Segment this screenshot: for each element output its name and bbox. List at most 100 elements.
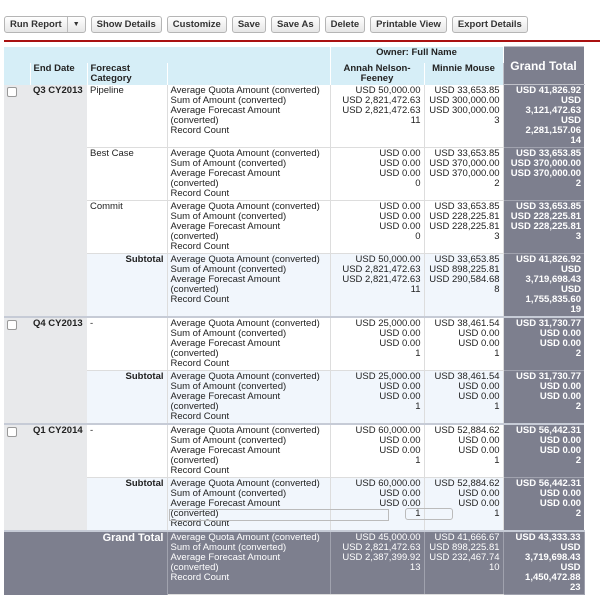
grand-total-values: USD 41,826.92 USD 3,121,472.63 USD 2,281,1… <box>503 84 585 148</box>
cell-value: USD 0.00 <box>539 498 582 509</box>
end-date-cell <box>30 200 87 254</box>
cell-value: USD 2,821,472.63 <box>342 274 421 285</box>
show-details-button[interactable]: Show Details <box>90 16 162 33</box>
row-checkbox-cell <box>4 84 30 148</box>
cell-value: USD 60,000.00 <box>355 478 421 489</box>
table-row: Q4 CY2013- Average Quota Amount (converte… <box>4 317 585 371</box>
bottom-button[interactable] <box>405 508 453 520</box>
minnie-values: USD 41,666.67 USD 898,225.81 USD 232,467.7… <box>424 531 504 595</box>
cell-value: USD 0.00 <box>458 391 500 402</box>
run-report-button[interactable]: Run Report ▼ <box>4 16 86 33</box>
cell-value: USD 33,653.85 <box>434 148 500 159</box>
row-checkbox-cell <box>4 424 30 478</box>
cell-value: USD 0.00 <box>539 338 582 349</box>
cell-value: Record Count <box>170 124 230 136</box>
cell-value: USD 898,225.81 <box>429 264 500 275</box>
annah-values: USD 50,000.00 USD 2,821,472.63 USD 2,821,4… <box>330 253 425 318</box>
cell-value: Record Count <box>170 465 230 476</box>
delete-button[interactable]: Delete <box>324 16 366 33</box>
cell-value: USD 0.00 <box>379 168 421 179</box>
cell-value: USD 50,000.00 <box>355 84 421 96</box>
cell-value: 2 <box>575 348 582 359</box>
cell-value: Average Quota Amount (converted) <box>170 425 320 436</box>
cell-value: USD 3,719,698.43 <box>525 264 582 285</box>
customize-button[interactable]: Customize <box>166 16 227 33</box>
cell-value: USD 2,821,472.63 <box>342 542 421 553</box>
end-date-cell <box>30 370 87 425</box>
cell-value: Average Forecast Amount (converted) <box>170 104 281 126</box>
cell-value: Average Quota Amount (converted) <box>170 148 320 159</box>
cell-value: USD 228,225.81 <box>429 211 500 222</box>
row-checkbox[interactable] <box>7 86 17 97</box>
forecast-category-cell: Pipeline <box>87 84 167 148</box>
row-checkbox[interactable] <box>7 427 17 437</box>
export-details-button[interactable]: Export Details <box>451 16 528 33</box>
subtotal-row: Subtotal Average Quota Amount (converted)… <box>4 253 585 318</box>
cell-value: USD 0.00 <box>539 328 582 339</box>
cell-value: USD 33,653.85 <box>516 148 582 159</box>
cell-value: 1 <box>494 401 500 412</box>
cell-value: Record Count <box>170 241 230 252</box>
cell-value: USD 33,653.85 <box>516 201 582 212</box>
cell-value: USD 38,461.54 <box>434 371 500 382</box>
cell-value: Average Forecast Amount (converted) <box>170 221 281 242</box>
subtotal-label: Subtotal <box>87 253 167 318</box>
cell-value: Record Count <box>170 294 230 305</box>
cell-value: USD 0.00 <box>379 328 421 339</box>
grand-total-values: USD 41,826.92 USD 3,719,698.43 USD 1,755,8… <box>503 253 585 318</box>
cell-value: 0 <box>415 231 421 242</box>
cell-value: USD 0.00 <box>379 391 421 402</box>
owner-minnie-header[interactable]: Minnie Mouse <box>424 62 504 85</box>
checkbox-header <box>4 62 31 85</box>
cell-value: Average Quota Amount (converted) <box>170 478 320 489</box>
cell-value: USD 0.00 <box>379 488 421 499</box>
printable-view-button[interactable]: Printable View <box>370 16 447 33</box>
cell-value: USD 898,225.81 <box>429 542 500 553</box>
cell-value: Average Forecast Amount (converted) <box>170 552 281 573</box>
report-toolbar: Run Report ▼ Show Details Customize Save … <box>4 16 528 33</box>
end-date-cell: Q1 CY2014 <box>30 424 87 478</box>
owner-annah-header[interactable]: Annah Nelson-Feeney <box>330 62 425 85</box>
save-as-button[interactable]: Save As <box>271 16 320 33</box>
cell-value: USD 0.00 <box>379 211 421 222</box>
grand-total-row: Grand Total Average Quota Amount (convert… <box>4 531 585 595</box>
cell-value: 23 <box>569 582 581 593</box>
bottom-input[interactable] <box>169 509 389 521</box>
end-date-header[interactable]: End Date <box>30 62 88 85</box>
cell-value: 3 <box>494 114 500 126</box>
cell-value: Average Forecast Amount (converted) <box>170 445 281 466</box>
annah-values: USD 25,000.00 USD 0.00 USD 0.00 1 <box>330 317 425 371</box>
subtotal-label: Subtotal <box>87 477 167 532</box>
annah-values: USD 0.00 USD 0.00 USD 0.00 0 <box>330 147 425 201</box>
chevron-down-icon[interactable]: ▼ <box>66 17 85 32</box>
forecast-category-header[interactable]: Forecast Category <box>87 62 168 85</box>
cell-value: USD 370,000.00 <box>429 168 500 179</box>
cell-value: USD 0.00 <box>539 445 582 456</box>
cell-value: USD 50,000.00 <box>355 254 421 265</box>
cell-value: USD 0.00 <box>458 338 500 349</box>
cell-value: USD 38,461.54 <box>434 318 500 329</box>
cell-value: USD 25,000.00 <box>355 318 421 329</box>
cell-value: USD 52,884.62 <box>434 425 500 436</box>
row-checkbox[interactable] <box>7 320 17 330</box>
minnie-values: USD 33,653.85 USD 228,225.81 USD 228,225.8… <box>424 200 504 254</box>
header-spacer <box>4 46 331 63</box>
grand-total-values: USD 33,653.85 USD 228,225.81 USD 228,225.8… <box>503 200 585 254</box>
measure-labels: Average Quota Amount (converted) Sum of A… <box>166 531 331 595</box>
cell-value: USD 41,826.92 <box>516 85 582 96</box>
measure-labels: Average Quota Amount (converted) Sum of A… <box>166 424 331 478</box>
grand-total-values: USD 56,442.31 USD 0.00 USD 0.00 2 <box>503 424 585 478</box>
cell-value: Sum of Amount (converted) <box>170 328 287 339</box>
cell-value: Sum of Amount (converted) <box>170 542 287 553</box>
annah-values: USD 25,000.00 USD 0.00 USD 0.00 1 <box>330 370 425 425</box>
cell-value: USD 228,225.81 <box>510 211 582 222</box>
cell-value: USD 370,000.00 <box>510 158 582 169</box>
cell-value: USD 0.00 <box>379 381 421 392</box>
cell-value: USD 290,584.68 <box>429 274 500 285</box>
cell-value: USD 228,225.81 <box>510 221 582 232</box>
save-button[interactable]: Save <box>231 16 267 33</box>
cell-value: USD 0.00 <box>379 445 421 456</box>
cell-value: USD 2,387,399.92 <box>342 552 421 563</box>
cell-value: USD 300,000.00 <box>429 104 500 116</box>
cell-value: USD 3,719,698.43 <box>525 542 581 563</box>
